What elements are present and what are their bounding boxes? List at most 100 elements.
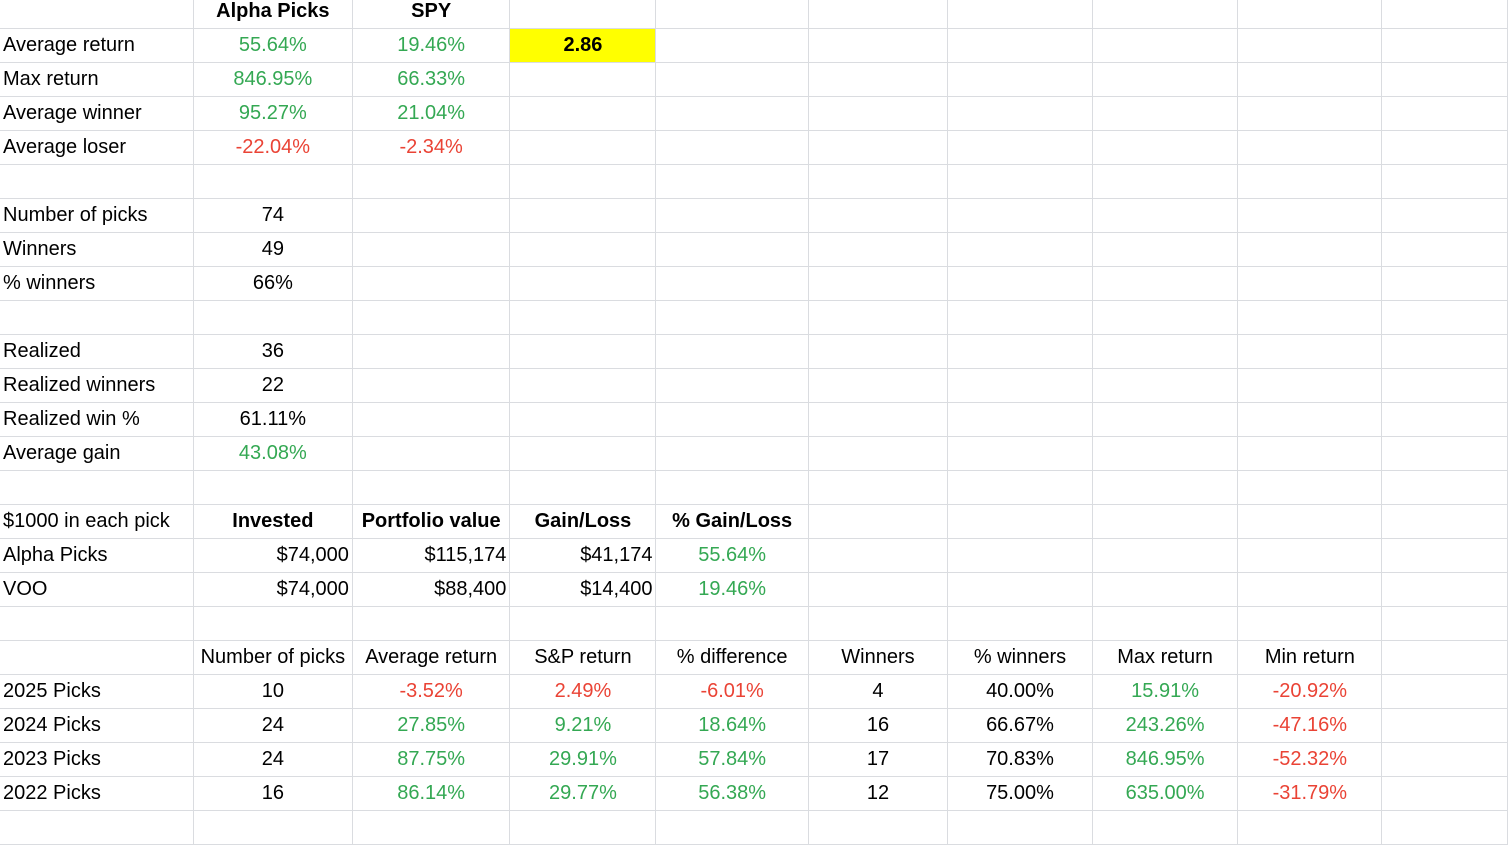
pct-gain-loss-value[interactable]: 19.46%	[655, 572, 809, 607]
sp-return-value[interactable]: 9.21%	[509, 708, 657, 743]
cell[interactable]	[1381, 776, 1508, 811]
cell[interactable]	[351, 334, 511, 369]
cell[interactable]	[0, 470, 194, 505]
cell[interactable]	[351, 470, 511, 505]
cell[interactable]	[807, 300, 949, 335]
realized-value[interactable]: 36	[192, 334, 353, 369]
col-header-number-of-picks[interactable]: Number of picks	[192, 640, 353, 675]
cell[interactable]	[1091, 810, 1239, 845]
spy-value[interactable]: 19.46%	[351, 28, 511, 63]
col-header-gain-loss[interactable]: Gain/Loss	[509, 504, 657, 539]
cell[interactable]	[1091, 538, 1239, 573]
realized-value[interactable]: 43.08%	[192, 436, 353, 471]
winners-value[interactable]: 16	[807, 708, 949, 743]
cell[interactable]	[1381, 62, 1508, 97]
cell[interactable]	[509, 606, 657, 641]
cell[interactable]	[192, 606, 353, 641]
cell[interactable]	[947, 606, 1093, 641]
sp-return-value[interactable]: 29.77%	[509, 776, 657, 811]
cell[interactable]	[1091, 232, 1239, 267]
cell[interactable]	[1237, 300, 1383, 335]
cell[interactable]	[807, 62, 949, 97]
col-header-portfolio-value[interactable]: Portfolio value	[351, 504, 511, 539]
cell[interactable]	[947, 232, 1093, 267]
cell[interactable]	[1381, 130, 1508, 165]
col-header-max-return[interactable]: Max return	[1091, 640, 1239, 675]
cell[interactable]	[655, 0, 809, 29]
cell[interactable]	[655, 436, 809, 471]
cell[interactable]	[509, 198, 657, 233]
picks-value[interactable]: 24	[192, 742, 353, 777]
cell[interactable]	[1381, 164, 1508, 199]
cell[interactable]	[1237, 198, 1383, 233]
cell[interactable]	[1381, 28, 1508, 63]
cell[interactable]	[351, 266, 511, 301]
invested-value[interactable]: $74,000	[192, 572, 353, 607]
col-header-average-return[interactable]: Average return	[351, 640, 511, 675]
cell[interactable]	[1381, 810, 1508, 845]
cell[interactable]	[509, 266, 657, 301]
ratio-cell[interactable]: 2.86	[509, 28, 657, 63]
portfolio-title[interactable]: $1000 in each pick	[0, 504, 194, 539]
cell[interactable]	[1381, 708, 1508, 743]
cell[interactable]	[1381, 232, 1508, 267]
cell[interactable]	[1381, 436, 1508, 471]
cell[interactable]	[947, 470, 1093, 505]
cell[interactable]	[1091, 606, 1239, 641]
cell[interactable]	[1237, 232, 1383, 267]
cell[interactable]	[655, 198, 809, 233]
min-return-value[interactable]: -31.79%	[1237, 776, 1383, 811]
cell[interactable]	[509, 232, 657, 267]
cell[interactable]	[1237, 402, 1383, 437]
cell[interactable]	[192, 164, 353, 199]
max-return-value[interactable]: 15.91%	[1091, 674, 1239, 709]
cell[interactable]	[655, 96, 809, 131]
cell[interactable]	[1381, 606, 1508, 641]
cell[interactable]	[947, 334, 1093, 369]
col-header-invested[interactable]: Invested	[192, 504, 353, 539]
row-label[interactable]: Average gain	[0, 436, 194, 471]
cell[interactable]	[1381, 96, 1508, 131]
cell[interactable]	[192, 300, 353, 335]
spy-value[interactable]: -2.34%	[351, 130, 511, 165]
cell[interactable]	[1237, 606, 1383, 641]
cell[interactable]	[192, 810, 353, 845]
cell[interactable]	[807, 164, 949, 199]
portfolio-value[interactable]: $115,174	[351, 538, 511, 573]
cell[interactable]	[192, 470, 353, 505]
count-value[interactable]: 66%	[192, 266, 353, 301]
row-label[interactable]: Realized winners	[0, 368, 194, 403]
cell[interactable]	[947, 0, 1093, 29]
cell[interactable]	[1091, 28, 1239, 63]
cell[interactable]	[1091, 402, 1239, 437]
max-return-value[interactable]: 846.95%	[1091, 742, 1239, 777]
row-label[interactable]: Realized	[0, 334, 194, 369]
cell[interactable]	[807, 368, 949, 403]
picks-value[interactable]: 16	[192, 776, 353, 811]
cell[interactable]	[947, 402, 1093, 437]
cell[interactable]	[1381, 402, 1508, 437]
cell[interactable]	[947, 538, 1093, 573]
cell[interactable]	[947, 368, 1093, 403]
cell[interactable]	[655, 368, 809, 403]
cell[interactable]	[351, 300, 511, 335]
pct-winners-value[interactable]: 66.67%	[947, 708, 1093, 743]
avg-return-value[interactable]: 86.14%	[351, 776, 511, 811]
cell[interactable]	[0, 164, 194, 199]
cell[interactable]	[655, 62, 809, 97]
cell[interactable]	[1237, 96, 1383, 131]
cell[interactable]	[1237, 0, 1383, 29]
cell[interactable]	[807, 130, 949, 165]
alpha-value[interactable]: 55.64%	[192, 28, 353, 63]
cell[interactable]	[1237, 130, 1383, 165]
cell[interactable]	[1381, 674, 1508, 709]
portfolio-name[interactable]: Alpha Picks	[0, 538, 194, 573]
row-label[interactable]: Average loser	[0, 130, 194, 165]
pct-difference-value[interactable]: 57.84%	[655, 742, 809, 777]
pct-gain-loss-value[interactable]: 55.64%	[655, 538, 809, 573]
gain-loss-value[interactable]: $14,400	[509, 572, 657, 607]
year-label[interactable]: 2025 Picks	[0, 674, 194, 709]
cell[interactable]	[807, 504, 949, 539]
cell[interactable]	[1091, 300, 1239, 335]
cell[interactable]	[947, 572, 1093, 607]
